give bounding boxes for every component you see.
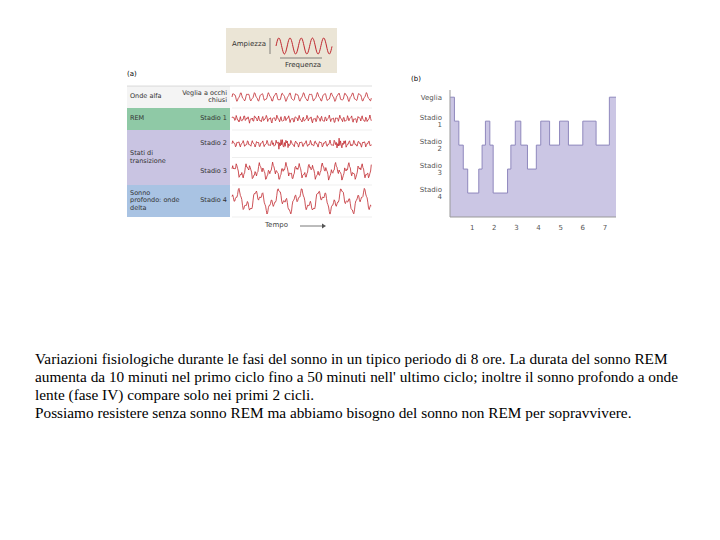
svg-text:1: 1 (470, 224, 474, 232)
svg-text:Stadio4: Stadio4 (420, 186, 443, 201)
html-text:Sonno profondo: onde delta: Sonno profondo: onde delta (130, 188, 180, 212)
svg-text:Stadio3: Stadio3 (420, 162, 442, 177)
html-text:Stadio 3: Stadio 3 (200, 166, 227, 175)
svg-text:Stadio2: Stadio2 (420, 138, 442, 153)
html-text:Possiamo resistere senza sonno: Possiamo resistere senza sonno REM ma ab… (35, 404, 632, 421)
html-text:Frequenza: Frequenza (285, 61, 322, 69)
html-text:Stadio 4: Stadio 4 (200, 196, 227, 205)
html-text:Tempo: Tempo (265, 221, 288, 229)
svg-text:6: 6 (581, 224, 586, 232)
html-text:(b): (b) (411, 75, 421, 83)
html-text:Stati di transizione: Stati di transizione (130, 149, 166, 165)
html-text:Variazioni fisiologiche durant: Variazioni fisiologiche durante le fasi … (35, 350, 678, 403)
html-text:Stadio 2: Stadio 2 (200, 139, 227, 147)
svg-text:Veglia: Veglia (421, 94, 442, 102)
svg-text:5: 5 (558, 224, 562, 232)
html-text:REM: REM (130, 114, 145, 123)
svg-text:Stadio1: Stadio1 (420, 114, 442, 129)
svg-text:3: 3 (514, 224, 518, 232)
html-text:Veglia a occhi chiusi: Veglia a occhi chiusi (182, 88, 227, 104)
svg-text:4: 4 (536, 224, 541, 232)
html-text:Ampiezza: Ampiezza (232, 40, 266, 48)
html-text:Onde alfa: Onde alfa (130, 92, 162, 101)
html-text:(a): (a) (127, 70, 137, 78)
svg-text:7: 7 (603, 224, 607, 232)
svg-text:2: 2 (492, 224, 496, 232)
html-text:Stadio 1: Stadio 1 (200, 114, 227, 123)
